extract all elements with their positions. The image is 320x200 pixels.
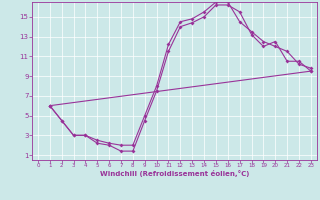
X-axis label: Windchill (Refroidissement éolien,°C): Windchill (Refroidissement éolien,°C) (100, 170, 249, 177)
